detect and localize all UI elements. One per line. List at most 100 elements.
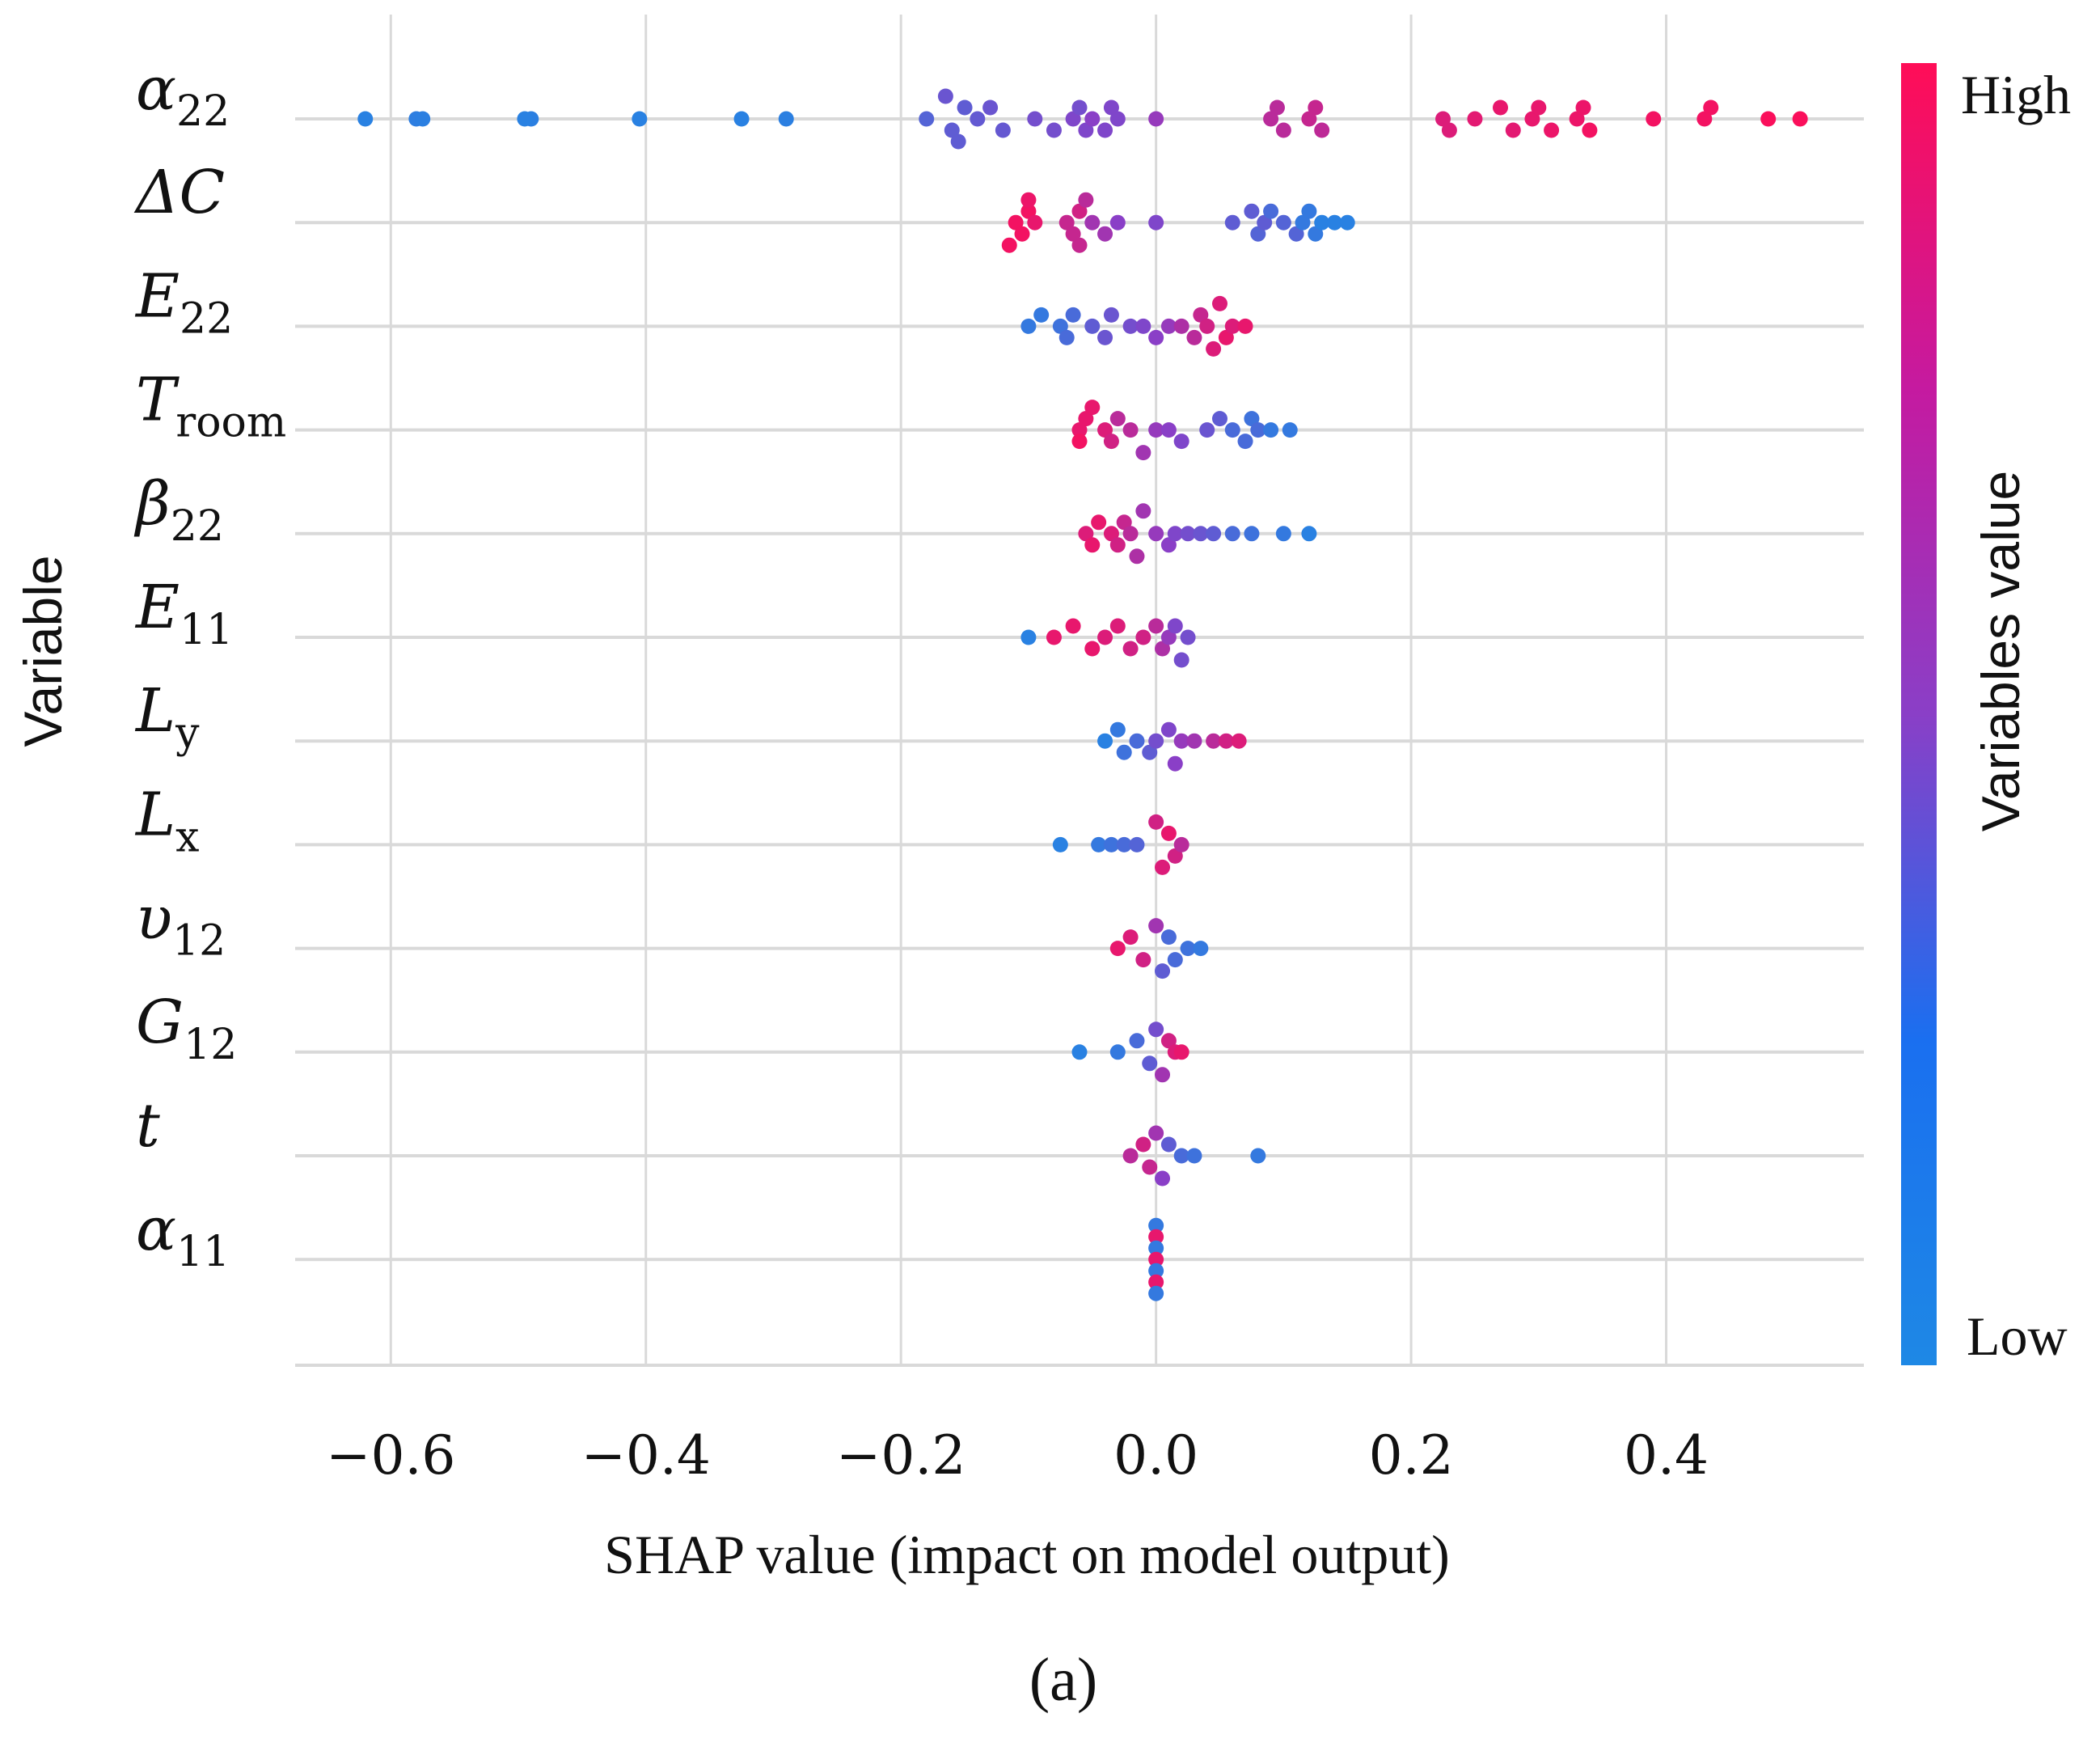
shap-point <box>1078 122 1094 138</box>
shap-point <box>1148 1217 1164 1233</box>
shap-point <box>778 111 794 127</box>
shap-point <box>1505 122 1521 138</box>
shap-point <box>1218 329 1234 345</box>
shap-point <box>1435 111 1451 127</box>
shap-point <box>1173 652 1189 668</box>
shap-point <box>1173 1148 1189 1164</box>
shap-point <box>1109 1044 1126 1060</box>
shap-point <box>1027 111 1043 127</box>
variable-label-subscript: y <box>175 709 200 758</box>
shap-point <box>1020 203 1037 219</box>
shap-point <box>1244 526 1260 542</box>
shap-point <box>1250 422 1266 438</box>
shap-point <box>1269 99 1285 116</box>
shap-point <box>1091 836 1107 852</box>
shap-point <box>1020 629 1037 645</box>
shap-point <box>1046 122 1062 138</box>
variable-label-symbol: β <box>133 469 171 539</box>
shap-point <box>1014 226 1030 242</box>
shap-point <box>1531 99 1547 116</box>
variable-label-subscript: 12 <box>184 1021 237 1069</box>
variable-label-subscript: room <box>175 399 286 447</box>
shap-point <box>1084 400 1101 416</box>
shap-point <box>1058 329 1075 345</box>
shap-point <box>1224 214 1240 231</box>
shap-point <box>1224 422 1240 438</box>
shap-point <box>970 111 986 127</box>
shap-point <box>1135 445 1151 461</box>
shap-point <box>1275 122 1291 138</box>
shap-point <box>1135 952 1151 968</box>
shap-point <box>1109 941 1126 957</box>
shap-point <box>1084 537 1101 553</box>
x-tick-label: 0.4 <box>1624 1424 1709 1487</box>
shap-point <box>1148 1285 1164 1301</box>
shap-point <box>1193 307 1209 323</box>
shap-point <box>1173 434 1189 450</box>
shap-point <box>1301 526 1317 542</box>
shap-point <box>1129 548 1145 565</box>
variable-label-symbol: υ <box>136 884 172 954</box>
variable-label-subscript: 11 <box>176 1228 230 1276</box>
shap-point <box>1148 918 1164 934</box>
shap-point <box>1148 814 1164 830</box>
shap-point <box>1244 411 1260 427</box>
variable-label: E22 <box>134 261 233 343</box>
shap-point <box>1186 1148 1202 1164</box>
shap-point <box>1122 641 1139 657</box>
shap-point <box>1295 214 1311 231</box>
shap-point <box>1237 434 1253 450</box>
variable-label-symbol: E <box>134 261 180 331</box>
shap-point <box>1084 318 1101 334</box>
shap-point <box>1071 203 1088 219</box>
shap-point <box>1148 1125 1164 1141</box>
variable-label-symbol: L <box>134 676 175 746</box>
shap-point <box>1148 618 1164 634</box>
shap-point <box>1167 526 1183 542</box>
shap-point <box>1148 329 1164 345</box>
shap-point <box>1544 122 1560 138</box>
shap-point <box>1703 99 1719 116</box>
shap-point <box>1084 111 1101 127</box>
shap-point <box>1135 503 1151 519</box>
shap-point <box>1211 411 1227 427</box>
shap-point <box>1084 214 1101 231</box>
x-tick-label: −0.2 <box>836 1424 965 1487</box>
shap-point <box>1180 629 1196 645</box>
variable-label-symbol: T <box>136 366 180 435</box>
shap-point <box>1211 295 1227 311</box>
shap-point <box>1173 836 1189 852</box>
shap-point <box>1263 422 1279 438</box>
shap-point <box>1167 952 1183 968</box>
shap-point <box>1275 214 1291 231</box>
colorbar-title: Variables value <box>1971 471 2030 831</box>
shap-point <box>632 111 648 127</box>
shap-point <box>1231 733 1247 749</box>
shap-point <box>957 99 973 116</box>
x-tick-label: 0.0 <box>1113 1424 1198 1487</box>
variable-label-subscript: 22 <box>171 502 224 551</box>
variable-label: α11 <box>136 1195 230 1276</box>
shap-point <box>1148 1229 1164 1245</box>
variable-label-symbol: E <box>134 573 180 642</box>
shap-point <box>1109 537 1126 553</box>
shap-point <box>1173 1044 1189 1060</box>
shap-point <box>1135 318 1151 334</box>
shap-point <box>1103 99 1119 116</box>
shap-point <box>944 122 960 138</box>
variable-label: G12 <box>136 988 237 1069</box>
shap-point <box>1646 111 1662 127</box>
shap-point <box>1275 526 1291 542</box>
variable-label: Lx <box>134 780 199 861</box>
shap-point <box>1135 1136 1151 1153</box>
variable-label-symbol: α <box>136 54 176 124</box>
shap-point <box>995 122 1011 138</box>
shap-point <box>1206 341 1222 357</box>
x-tick-label: −0.6 <box>326 1424 455 1487</box>
shap-point <box>1160 721 1177 738</box>
shap-point <box>1180 526 1196 542</box>
x-axis-title: SHAP value (impact on model output) <box>604 1524 1450 1585</box>
variable-label: Troom <box>136 366 286 447</box>
shap-point <box>1224 526 1240 542</box>
